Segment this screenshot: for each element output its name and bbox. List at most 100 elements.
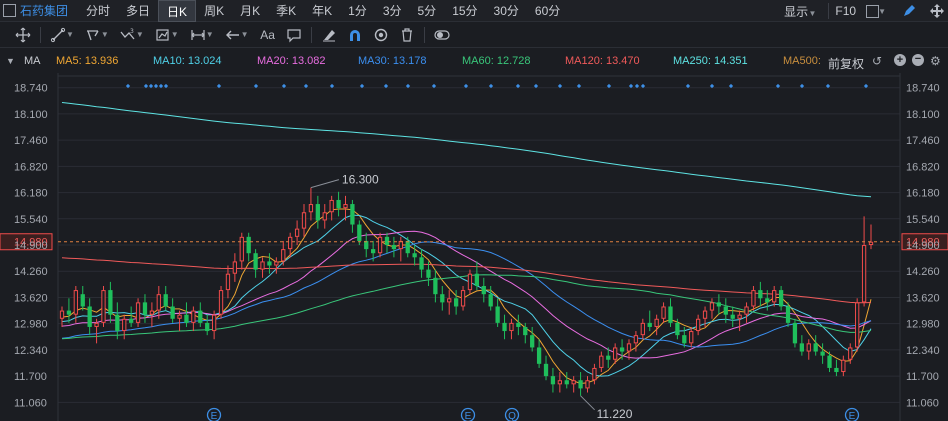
chevron-down-icon[interactable]: ▼ xyxy=(240,30,249,39)
remove-icon[interactable]: − xyxy=(912,54,924,66)
adjust-mode-button[interactable]: 前复权 xyxy=(828,57,865,71)
range-tool-icon[interactable] xyxy=(187,24,209,46)
candle-body-up xyxy=(460,290,466,307)
ma-item-ma20[interactable]: MA20: 13.082 xyxy=(257,55,326,67)
ma-item-ma500[interactable]: MA500: xyxy=(783,55,821,67)
candle-body-up xyxy=(592,367,597,381)
candle-body-down xyxy=(66,310,72,315)
y-tick-label-right: 14.260 xyxy=(906,266,940,278)
event-marker-label: E xyxy=(849,411,856,421)
pen-icon[interactable] xyxy=(898,0,920,22)
kline-chart[interactable]: 14.980 14.980 18.740 18.740 18.100 18.100 17.… xyxy=(0,73,948,421)
event-marker-circle xyxy=(460,407,476,421)
period-tab[interactable]: 周K xyxy=(204,3,225,18)
period-tab[interactable]: 15分 xyxy=(452,3,478,18)
wave-tool-icon[interactable]: 3 xyxy=(117,24,139,46)
period-tab[interactable]: 月K xyxy=(240,3,261,18)
ma-item-ma10[interactable]: MA10: 13.024 xyxy=(153,55,222,67)
magnet-icon[interactable] xyxy=(344,24,366,46)
y-tick-label-right: 16.820 xyxy=(906,161,940,173)
candle-body-down xyxy=(184,314,189,323)
trash-icon[interactable] xyxy=(396,24,418,46)
candle-body-down xyxy=(108,290,113,315)
y-tick-label-left: 12.980 xyxy=(14,319,48,331)
period-tab[interactable]: 3分 xyxy=(382,3,402,18)
event-marker: Q xyxy=(504,407,520,421)
reset-icon[interactable]: ↺ xyxy=(872,54,883,68)
candle-body-up xyxy=(557,380,562,385)
ma-lines xyxy=(61,102,872,385)
indicator-tool-icon[interactable] xyxy=(152,24,174,46)
high-price-label: 16.300 xyxy=(342,173,379,187)
period-tab[interactable]: 日K xyxy=(158,0,197,22)
display-dropdown[interactable]: 显示 ▼ xyxy=(784,3,818,20)
crosshair-icon[interactable] xyxy=(12,24,34,46)
candle-body-down xyxy=(523,326,528,336)
candle-body-down xyxy=(350,204,355,225)
overlay-checkbox[interactable] xyxy=(866,4,880,18)
toggle-icon[interactable] xyxy=(431,24,453,46)
candle-body-down xyxy=(834,367,839,373)
signal-dot xyxy=(158,83,164,89)
ma-item-ma30[interactable]: MA30: 13.178 xyxy=(358,55,427,67)
stock-name[interactable]: 石药集团 xyxy=(20,4,69,18)
candle-body-down xyxy=(792,322,798,344)
candle-body-down xyxy=(723,306,728,315)
candle-body-up xyxy=(225,273,231,291)
stock-checkbox[interactable] xyxy=(3,4,16,17)
y-tick-label-right: 11.060 xyxy=(906,397,939,409)
ma-item-ma120[interactable]: MA120: 13.470 xyxy=(565,55,640,67)
chevron-down-icon[interactable]: ▼ xyxy=(170,30,179,39)
period-tab[interactable]: 年K xyxy=(312,3,333,18)
add-icon[interactable]: + xyxy=(894,54,906,66)
channel-tool-icon[interactable] xyxy=(82,24,104,46)
event-marker-circle xyxy=(206,407,222,421)
candle-body-down xyxy=(647,322,652,327)
y-tick-label-left: 14.260 xyxy=(14,266,48,278)
text-tool-icon[interactable]: Aa xyxy=(260,27,275,42)
line-tool-icon[interactable] xyxy=(47,24,69,46)
candle-body-up xyxy=(661,306,666,319)
eraser-icon[interactable] xyxy=(318,24,340,46)
chart-grid xyxy=(57,73,901,421)
candle-body-up xyxy=(260,261,265,270)
ma-item-ma5[interactable]: MA5: 13.936 xyxy=(56,55,119,67)
candle-body-down xyxy=(785,306,791,323)
ma-name: MA120 xyxy=(565,55,600,67)
period-tab[interactable]: 60分 xyxy=(534,3,561,18)
period-tab[interactable]: 1分 xyxy=(348,3,367,18)
ma-item-ma250[interactable]: MA250: 14.351 xyxy=(673,55,748,67)
ma-label[interactable]: MA xyxy=(24,55,41,67)
y-tick-label-left: 11.700 xyxy=(14,371,47,383)
y-tick-label-left: 13.620 xyxy=(14,292,48,304)
period-tab[interactable]: 5分 xyxy=(417,3,437,18)
chevron-down-icon[interactable]: ▼ xyxy=(878,6,886,16)
move-icon[interactable] xyxy=(926,0,948,22)
period-tab[interactable]: 多日 xyxy=(126,3,151,18)
low-pointer xyxy=(580,395,595,411)
eye-icon[interactable] xyxy=(370,24,392,46)
period-tab[interactable]: 季K xyxy=(276,3,297,18)
period-tab[interactable]: 30分 xyxy=(493,3,519,18)
collapse-icon[interactable]: ▼ xyxy=(6,56,15,66)
chevron-down-icon[interactable]: ▼ xyxy=(135,30,144,39)
settings-icon[interactable]: ⚙ xyxy=(930,54,941,68)
period-tab[interactable]: 分时 xyxy=(86,3,111,18)
ma-item-ma60[interactable]: MA60: 12.728 xyxy=(462,55,531,67)
y-tick-label-right: 12.980 xyxy=(906,319,940,331)
candle-body-down xyxy=(550,376,556,385)
chevron-down-icon[interactable]: ▼ xyxy=(66,30,74,39)
chevron-down-icon[interactable]: ▼ xyxy=(100,30,109,39)
candle-body-up xyxy=(613,347,618,360)
annotations: 16.300 11.220 E E Q E xyxy=(206,173,860,421)
candle-body-down xyxy=(813,343,818,352)
candle-body-down xyxy=(205,322,210,332)
f10-button[interactable]: F10 xyxy=(835,4,857,18)
chevron-down-icon[interactable]: ▼ xyxy=(205,30,214,39)
arrow-tool-icon[interactable] xyxy=(222,24,244,46)
candle-body-up xyxy=(322,212,327,221)
comment-tool-icon[interactable] xyxy=(283,24,305,46)
ma-name: MA250 xyxy=(673,55,708,67)
event-marker: E xyxy=(460,407,476,421)
candle-body-up xyxy=(377,236,383,254)
